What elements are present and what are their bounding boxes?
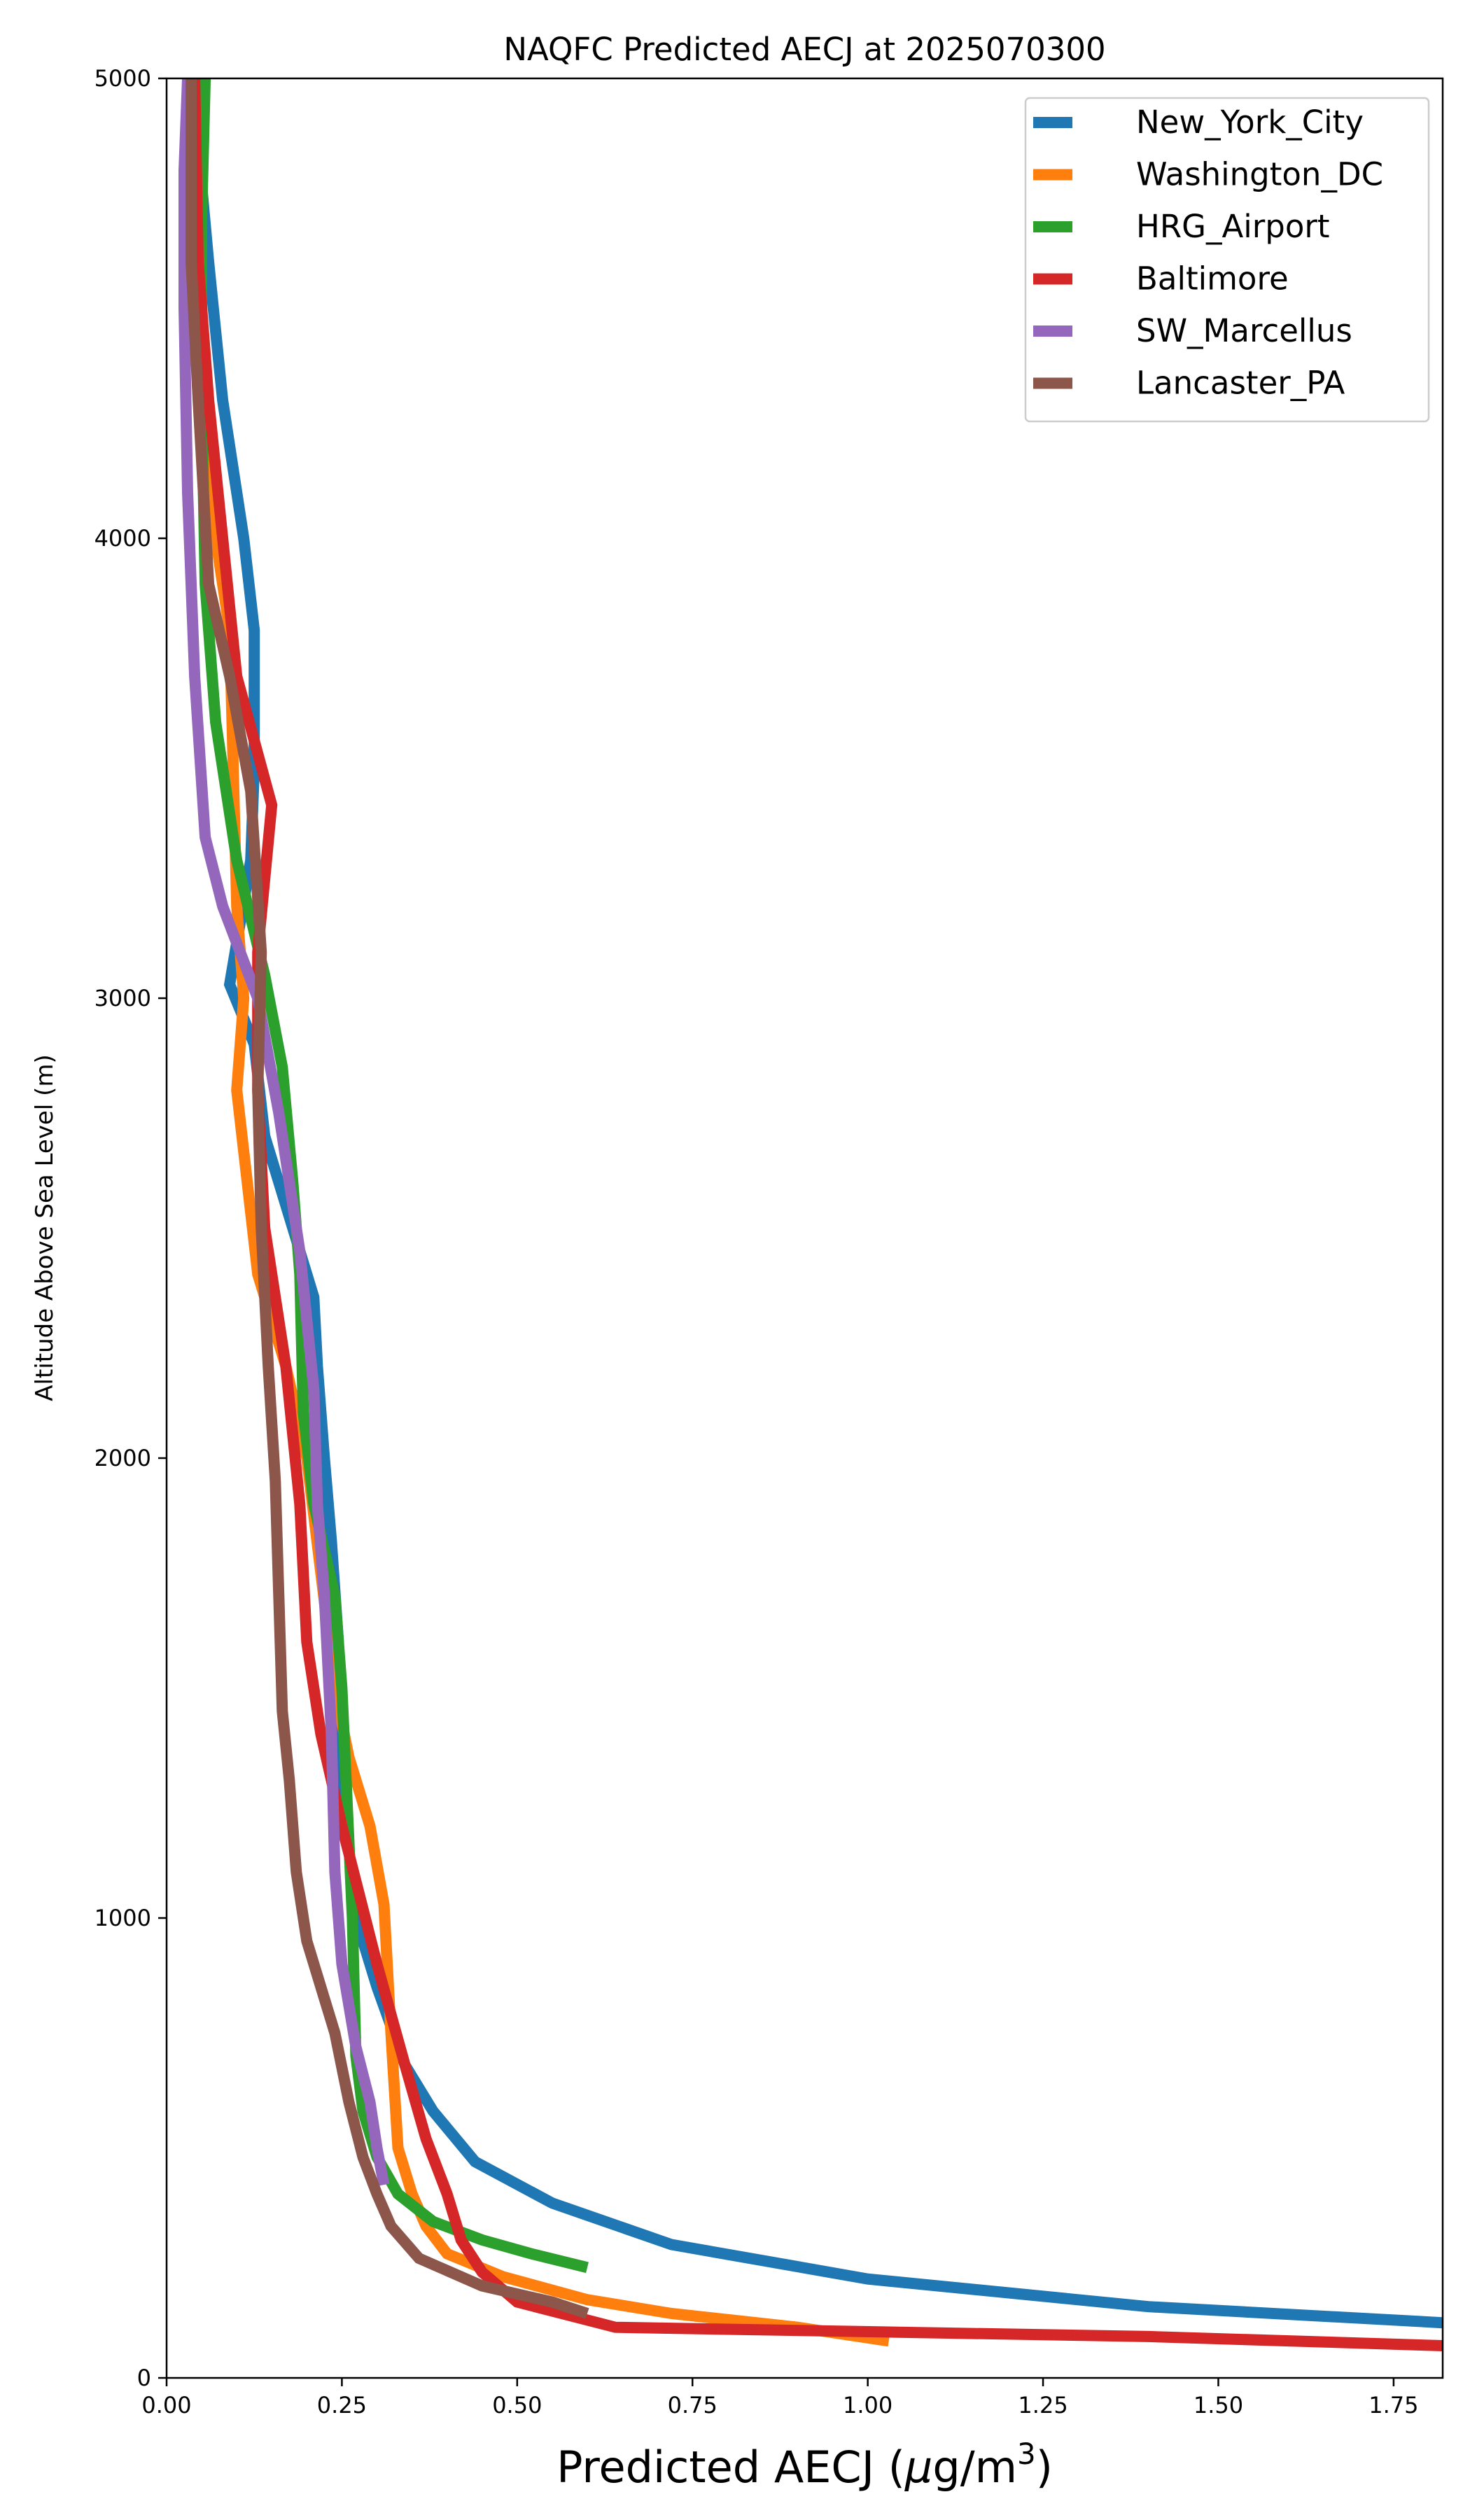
y-tick-label: 5000 bbox=[94, 65, 151, 92]
series-line-sw-marcellus bbox=[178, 78, 390, 2186]
legend-label: New_York_City bbox=[1136, 104, 1364, 141]
series-line-baltimore bbox=[189, 78, 1443, 2351]
x-tick-label: 0.75 bbox=[668, 2392, 718, 2418]
legend-items: New_York_City Washington_DC HRG_Airport Bal… bbox=[1033, 104, 1383, 402]
y-tick-label: 0 bbox=[137, 2365, 151, 2391]
series-line-lancaster-pa bbox=[186, 78, 589, 2319]
legend-label: Washington_DC bbox=[1136, 156, 1383, 193]
legend: New_York_City Washington_DC HRG_Airport Bal… bbox=[1024, 97, 1430, 423]
x-axis-label-main: Predicted AECJ ( bbox=[556, 2442, 905, 2493]
x-axis: 0.00 0.25 0.50 0.75 1.00 1.25 1.50 1.75 bbox=[141, 2378, 1419, 2418]
x-axis-label-mu: μ bbox=[904, 2442, 932, 2493]
x-tick-label: 1.50 bbox=[1194, 2392, 1243, 2418]
legend-label: HRG_Airport bbox=[1136, 208, 1330, 245]
x-axis-label: Predicted AECJ (μg/m3) bbox=[556, 2437, 1053, 2493]
y-tick-label: 2000 bbox=[94, 1445, 151, 1471]
legend-label: Lancaster_PA bbox=[1136, 365, 1345, 402]
y-tick-label: 4000 bbox=[94, 525, 151, 552]
x-tick-label: 1.25 bbox=[1018, 2392, 1068, 2418]
y-axis: 0 1000 2000 3000 4000 5000 bbox=[94, 65, 167, 2391]
y-axis-label: Altitude Above Sea Level (m) bbox=[31, 1054, 59, 1401]
series-line-new-york-city bbox=[189, 78, 1443, 2329]
x-tick-label: 0.25 bbox=[317, 2392, 367, 2418]
series-layer bbox=[178, 78, 1443, 2351]
y-tick-label: 3000 bbox=[94, 985, 151, 1011]
x-axis-label-superscript: 3 bbox=[1017, 2437, 1036, 2471]
plot-frame bbox=[165, 77, 1444, 2379]
plot-area bbox=[165, 77, 1444, 2379]
x-tick-label: 1.00 bbox=[843, 2392, 892, 2418]
x-tick-label: 0.50 bbox=[492, 2392, 542, 2418]
x-tick-label: 0.00 bbox=[141, 2392, 191, 2418]
y-tick-label: 1000 bbox=[94, 1905, 151, 1931]
legend-box bbox=[1024, 97, 1430, 423]
x-tick-label: 1.75 bbox=[1368, 2392, 1418, 2418]
chart-title: NAQFC Predicted AECJ at 2025070300 bbox=[503, 31, 1105, 68]
x-axis-label-close: ) bbox=[1036, 2442, 1053, 2493]
legend-label: SW_Marcellus bbox=[1136, 312, 1352, 349]
legend-label: Baltimore bbox=[1136, 260, 1289, 298]
x-axis-label-unit: g/m bbox=[932, 2442, 1017, 2493]
